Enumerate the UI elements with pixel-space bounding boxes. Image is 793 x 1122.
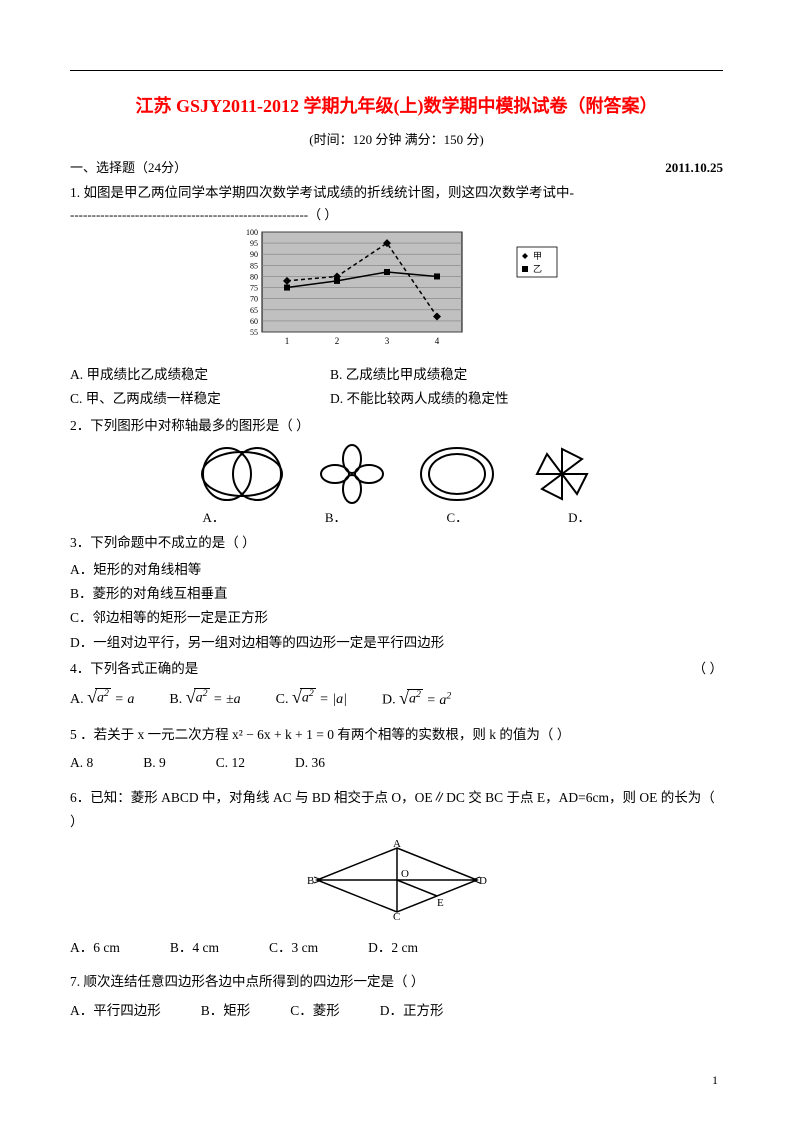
- q4-optB: B. √a2 = ±a: [169, 687, 240, 712]
- q3-optD: D．一组对边平行，另一组对边相等的四边形一定是平行四边形: [70, 631, 723, 655]
- meta-row: 一、选择题（24分） 2011.10.25: [70, 156, 723, 179]
- q5-stem: 5 ．若关于 x 一元二次方程 x² − 6x + k + 1 = 0 有两个相…: [70, 723, 723, 747]
- exam-subtitle: (时间：120 分钟 满分：150 分): [70, 128, 723, 151]
- svg-text:D: D: [479, 875, 487, 887]
- q7-optD: D．正方形: [380, 999, 444, 1023]
- q6-optB: B．4 cm: [170, 936, 219, 960]
- section-heading: 一、选择题（24分）: [70, 156, 187, 179]
- q5-optD: D. 36: [295, 751, 325, 775]
- q1-chart: 55 60 65 70 75 80 85 90 95 100 1 2 3 4 甲乙: [70, 227, 723, 357]
- q1-dash: ----------------------------------------…: [70, 207, 723, 223]
- q6-figure: A B C D O E: [70, 840, 723, 920]
- q7-optB: B．矩形: [201, 999, 251, 1023]
- svg-text:80: 80: [250, 273, 258, 282]
- q1-options-row1: A. 甲成绩比乙成绩稳定 B. 乙成绩比甲成绩稳定: [70, 363, 723, 387]
- q4-stem-row: 4．下列各式正确的是 （ ）: [70, 657, 723, 681]
- q2-shape-A: [197, 444, 287, 504]
- q6-options: A．6 cm B．4 cm C．3 cm D．2 cm: [70, 936, 723, 960]
- exam-title: 江苏 GSJY2011-2012 学期九年级(上)数学期中模拟试卷（附答案）: [70, 90, 723, 122]
- q2-label-D: D．: [568, 506, 590, 529]
- q5-options: A. 8 B. 9 C. 12 D. 36: [70, 751, 723, 775]
- q2-label-A: A．: [202, 506, 224, 529]
- q2-shape-B: [317, 444, 387, 504]
- q3-optA: A．矩形的对角线相等: [70, 558, 723, 582]
- q1-optA: A. 甲成绩比乙成绩稳定: [70, 363, 330, 387]
- q1-optB: B. 乙成绩比甲成绩稳定: [330, 363, 467, 387]
- top-rule: [70, 70, 723, 71]
- q6-optA: A．6 cm: [70, 936, 120, 960]
- q2-label-B: B．: [325, 506, 347, 529]
- q2-labels: A． B． C． D．: [70, 506, 723, 529]
- svg-text:55: 55: [250, 328, 258, 337]
- svg-text:4: 4: [434, 336, 439, 346]
- svg-text:90: 90: [250, 250, 258, 259]
- svg-text:70: 70: [250, 295, 258, 304]
- svg-text:95: 95: [250, 239, 258, 248]
- q6-optD: D．2 cm: [368, 936, 418, 960]
- q4-stem: 4．下列各式正确的是: [70, 657, 198, 681]
- svg-text:65: 65: [250, 306, 258, 315]
- svg-text:甲: 甲: [533, 251, 542, 261]
- svg-text:乙: 乙: [533, 264, 542, 274]
- q4-optC: C. √a2 = |a|: [276, 687, 347, 712]
- q4-blank: （ ）: [693, 657, 723, 681]
- q3-optB: B．菱形的对角线互相垂直: [70, 582, 723, 606]
- svg-text:85: 85: [250, 261, 258, 270]
- page-number: 1: [712, 1070, 718, 1092]
- exam-date: 2011.10.25: [665, 156, 723, 179]
- q1-options-row2: C. 甲、乙两成绩一样稳定 D. 不能比较两人成绩的稳定性: [70, 387, 723, 411]
- svg-text:75: 75: [250, 284, 258, 293]
- svg-text:3: 3: [384, 336, 389, 346]
- q5-optB: B. 9: [143, 751, 166, 775]
- q2-label-C: C．: [447, 506, 469, 529]
- q4-optA: A. √a2 = a: [70, 687, 134, 712]
- q7-options: A．平行四边形 B．矩形 C．菱形 D．正方形: [70, 999, 723, 1023]
- svg-text:A: A: [393, 840, 401, 850]
- q2-shapes: [70, 444, 723, 504]
- svg-text:B: B: [307, 875, 314, 887]
- q4-options: A. √a2 = a B. √a2 = ±a C. √a2 = |a| D. √…: [70, 687, 723, 713]
- svg-text:E: E: [437, 897, 444, 909]
- q2-shape-D: [527, 444, 597, 504]
- q1-optD: D. 不能比较两人成绩的稳定性: [330, 387, 509, 411]
- q2-stem: 2．下列图形中对称轴最多的图形是（ ）: [70, 414, 723, 438]
- q3-stem: 3．下列命题中不成立的是（ ）: [70, 531, 723, 555]
- q5-optC: C. 12: [216, 751, 245, 775]
- svg-text:C: C: [393, 911, 400, 920]
- q3-optC: C．邻边相等的矩形一定是正方形: [70, 606, 723, 630]
- q2-shape-C: [417, 444, 497, 504]
- q7-optC: C．菱形: [290, 999, 340, 1023]
- svg-text:1: 1: [284, 336, 289, 346]
- svg-text:2: 2: [334, 336, 339, 346]
- q3-options: A．矩形的对角线相等 B．菱形的对角线互相垂直 C．邻边相等的矩形一定是正方形 …: [70, 558, 723, 655]
- q4-optD: D. √a2 = a2: [382, 687, 451, 713]
- q6-optC: C．3 cm: [269, 936, 318, 960]
- q1-optC: C. 甲、乙两成绩一样稳定: [70, 387, 330, 411]
- svg-text:60: 60: [250, 317, 258, 326]
- q1-stem: 1. 如图是甲乙两位同学本学期四次数学考试成绩的折线统计图，则这四次数学考试中-: [70, 181, 723, 205]
- svg-text:O: O: [401, 868, 409, 880]
- q7-optA: A．平行四边形: [70, 999, 161, 1023]
- q6-stem: 6．已知：菱形 ABCD 中，对角线 AC 与 BD 相交于点 O，OE∥DC …: [70, 786, 723, 835]
- q5-optA: A. 8: [70, 751, 93, 775]
- svg-text:100: 100: [246, 228, 258, 237]
- q7-stem: 7. 顺次连结任意四边形各边中点所得到的四边形一定是（ ）: [70, 970, 723, 994]
